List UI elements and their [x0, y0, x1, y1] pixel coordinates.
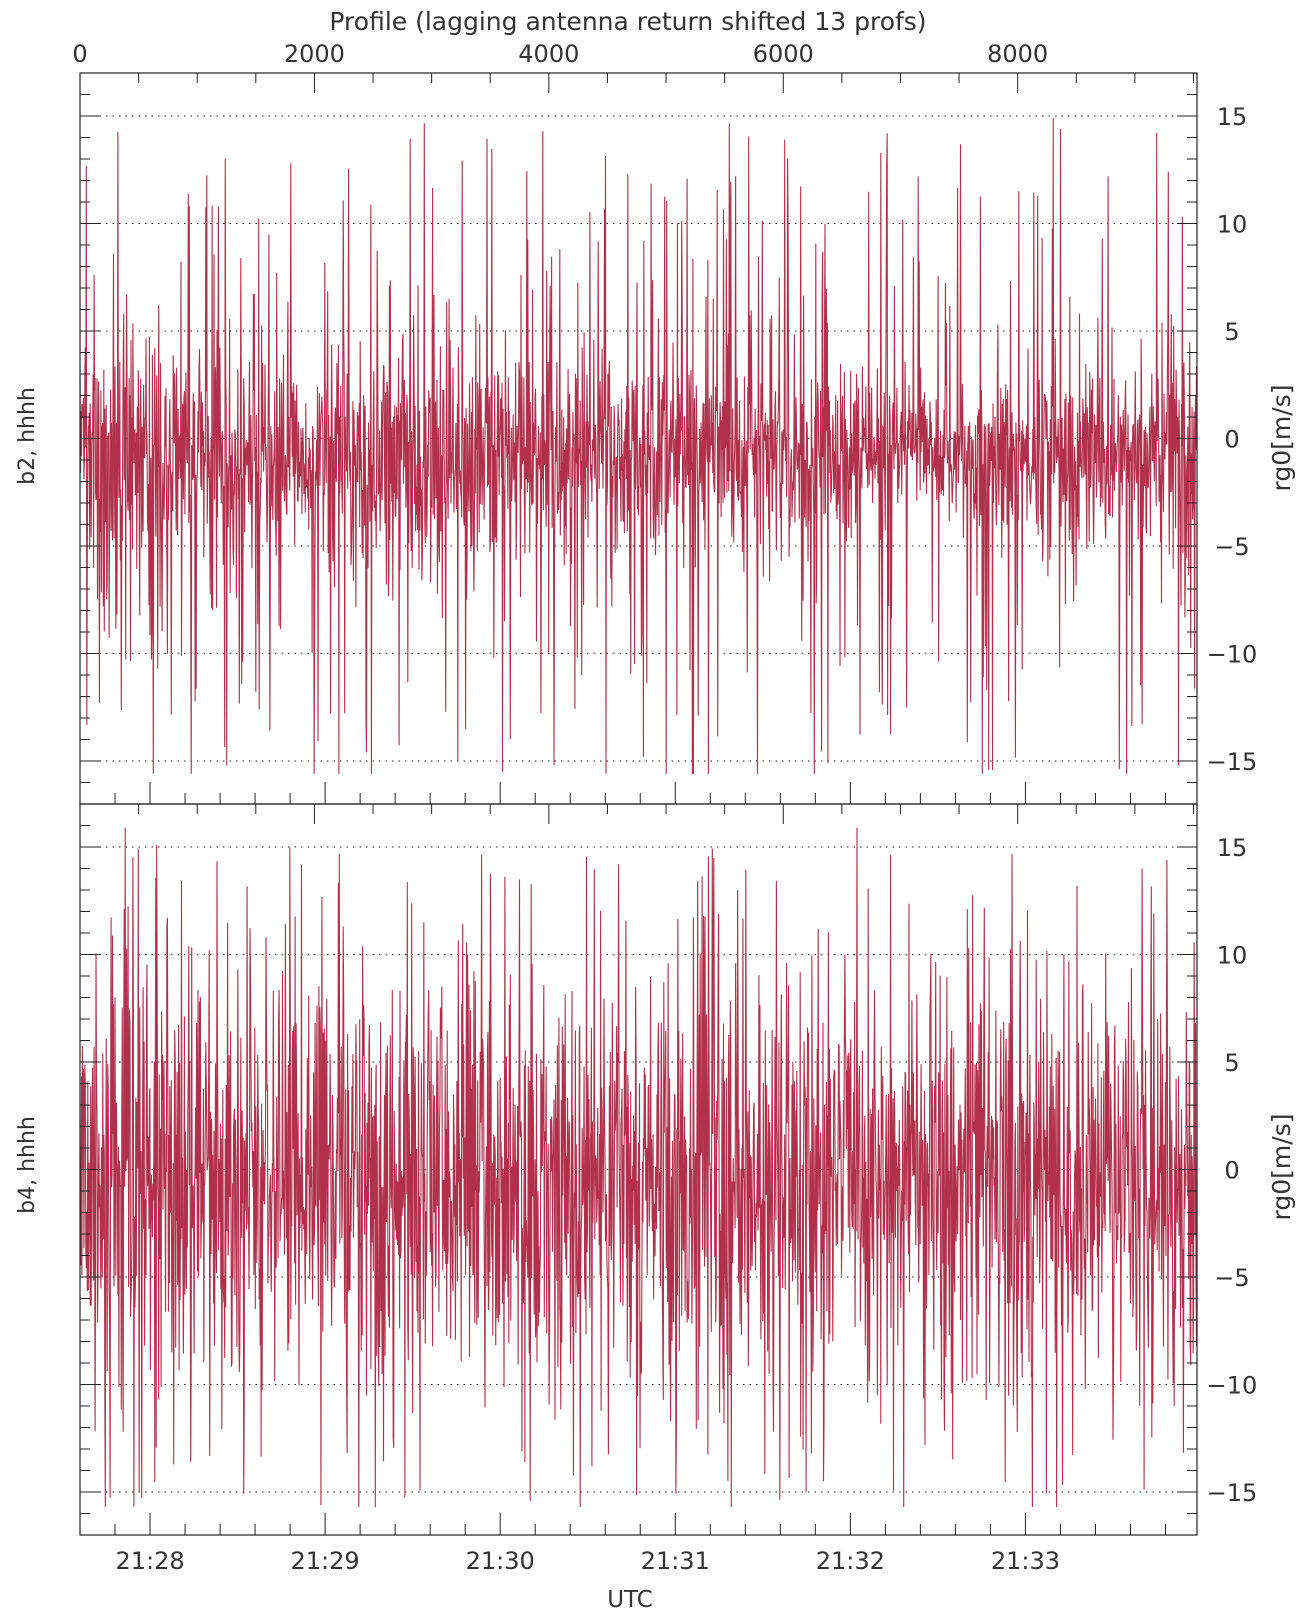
axes-layer: [79, 72, 1198, 1536]
panel-2-ytick-label-2: 5: [1224, 1049, 1239, 1077]
panel-2-ytick-label-5: −10: [1207, 1372, 1258, 1400]
panel-1-ytick-label-2: 5: [1224, 318, 1239, 346]
bottom-tick-label-1: 21:29: [291, 1547, 360, 1575]
panel-1-ytick-label-1: 10: [1217, 211, 1248, 239]
panel-1-name: b2, hhhh: [15, 387, 40, 485]
labels-layer: Profile (lagging antenna return shifted …: [15, 7, 1296, 1613]
panel-2-ytick-label-3: 0: [1224, 1157, 1239, 1185]
bottom-axis-title: UTC: [607, 1587, 653, 1613]
panel-1-ytick-label-0: 15: [1217, 103, 1248, 131]
panel-1-ytick-label-3: 0: [1224, 426, 1239, 454]
panel-2-ytick-label-0: 15: [1217, 834, 1248, 862]
panel-1-ytick-label-4: −5: [1214, 533, 1249, 561]
panel-1-ytick-label-6: −15: [1207, 748, 1258, 776]
top-tick-label-2: 4000: [518, 40, 579, 68]
panel-2-ytick-label-6: −15: [1207, 1479, 1258, 1507]
panel-2-ytick-label-1: 10: [1217, 942, 1248, 970]
top-tick-label-0: 0: [72, 40, 87, 68]
top-tick-label-4: 8000: [987, 40, 1048, 68]
panel-2-ytick-label-4: −5: [1214, 1264, 1249, 1292]
panel-2-ylabel: rg0[m/s]: [1267, 1114, 1296, 1221]
top-tick-label-3: 6000: [753, 40, 814, 68]
top-axis-title: Profile (lagging antenna return shifted …: [329, 7, 926, 36]
panel-1-ytick-label-5: −10: [1207, 641, 1258, 669]
panel-1-ylabel: rg0[m/s]: [1267, 385, 1296, 492]
panel-2-series-line: [79, 827, 1198, 1508]
bottom-tick-label-0: 21:28: [115, 1547, 184, 1575]
panel-1-series-line: [79, 117, 1198, 774]
panel-2-name: b4, hhhh: [15, 1116, 40, 1214]
bottom-tick-label-2: 21:30: [466, 1547, 535, 1575]
bottom-tick-label-4: 21:32: [816, 1547, 885, 1575]
top-tick-label-1: 2000: [284, 40, 345, 68]
bottom-tick-label-3: 21:31: [641, 1547, 710, 1575]
bottom-tick-label-5: 21:33: [991, 1547, 1060, 1575]
series-layer: [79, 117, 1198, 1508]
